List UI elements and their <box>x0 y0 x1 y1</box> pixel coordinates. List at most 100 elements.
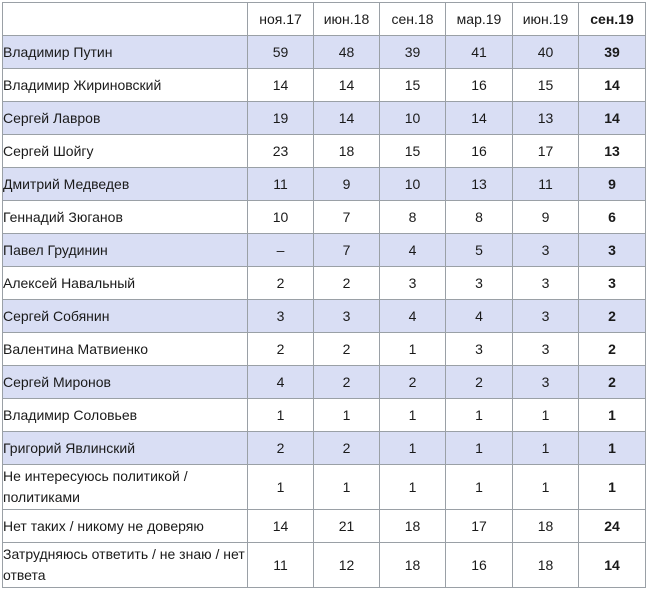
value-cell: 19 <box>247 101 314 135</box>
value-cell: 3 <box>578 233 646 267</box>
value-cell: 24 <box>578 509 646 543</box>
value-cell: 1 <box>379 332 446 366</box>
value-cell: 14 <box>445 101 513 135</box>
value-cell: 3 <box>445 332 513 366</box>
value-cell: 2 <box>313 431 380 465</box>
value-cell: 4 <box>445 299 513 333</box>
value-cell: 15 <box>512 68 579 102</box>
table-row: Валентина Матвиенко 2 2 1 3 3 2 <box>2 332 646 366</box>
value-cell: 15 <box>379 134 446 168</box>
value-cell: 11 <box>247 542 314 588</box>
row-label: Затрудняюсь ответить / не знаю / нет отв… <box>2 542 248 588</box>
value-cell: 2 <box>313 266 380 300</box>
row-label: Не интересуюсь политикой / политиками <box>2 464 248 510</box>
poll-table: ноя.17 июн.18 сен.18 мар.19 июн.19 сен.1… <box>2 2 646 588</box>
value-cell: 2 <box>313 332 380 366</box>
value-cell: – <box>247 233 314 267</box>
table-row: Григорий Явлинский 2 2 1 1 1 1 <box>2 431 646 465</box>
value-cell: 4 <box>379 299 446 333</box>
value-cell: 14 <box>313 101 380 135</box>
table-row: Дмитрий Медведев 11 9 10 13 11 9 <box>2 167 646 201</box>
table-row: Павел Грудинин –7 4 5 3 3 <box>2 233 646 267</box>
row-label: Алексей Навальный <box>2 266 248 300</box>
value-cell: 2 <box>578 365 646 399</box>
row-label: Нет таких / никому не доверяю <box>2 509 248 543</box>
table-row: Сергей Шойгу 23 18 15 16 17 13 <box>2 134 646 168</box>
value-cell: 1 <box>247 398 314 432</box>
value-cell: 39 <box>578 35 646 69</box>
value-cell: 1 <box>578 464 646 510</box>
value-cell: 2 <box>578 332 646 366</box>
value-cell: 3 <box>247 299 314 333</box>
value-cell: 1 <box>445 464 513 510</box>
value-cell: 18 <box>379 542 446 588</box>
value-cell: 18 <box>379 509 446 543</box>
value-cell: 16 <box>445 542 513 588</box>
value-cell: 1 <box>379 398 446 432</box>
value-cell: 13 <box>445 167 513 201</box>
value-cell: 2 <box>313 365 380 399</box>
row-label: Владимир Соловьев <box>2 398 248 432</box>
value-cell: 1 <box>379 464 446 510</box>
column-header: сен.18 <box>379 2 446 36</box>
value-cell: 11 <box>512 167 579 201</box>
value-cell: 3 <box>445 266 513 300</box>
value-cell: 7 <box>313 200 380 234</box>
column-header: мар.19 <box>445 2 513 36</box>
value-cell: 6 <box>578 200 646 234</box>
column-header: ноя.17 <box>247 2 314 36</box>
value-cell: 1 <box>379 431 446 465</box>
row-label: Сергей Шойгу <box>2 134 248 168</box>
value-cell: 10 <box>379 167 446 201</box>
table-row: Нет таких / никому не доверяю 14 21 18 17 18 2… <box>2 509 646 543</box>
value-cell: 13 <box>578 134 646 168</box>
value-cell: 1 <box>445 398 513 432</box>
value-cell: 1 <box>445 431 513 465</box>
table-row: Сергей Лавров 19 14 10 14 13 14 <box>2 101 646 135</box>
row-label: Дмитрий Медведев <box>2 167 248 201</box>
value-cell: 18 <box>512 509 579 543</box>
value-cell: 14 <box>247 68 314 102</box>
corner-cell <box>2 2 248 36</box>
row-label: Владимир Жириновский <box>2 68 248 102</box>
value-cell: 3 <box>512 299 579 333</box>
value-cell: 4 <box>247 365 314 399</box>
value-cell: 3 <box>313 299 380 333</box>
value-cell: 11 <box>247 167 314 201</box>
value-cell: 2 <box>445 365 513 399</box>
table-row: Сергей Миронов 4 2 2 2 3 2 <box>2 365 646 399</box>
value-cell: 2 <box>247 431 314 465</box>
table-row: Владимир Соловьев 1 1 1 1 1 1 <box>2 398 646 432</box>
value-cell: 3 <box>512 233 579 267</box>
value-cell: 18 <box>313 134 380 168</box>
value-cell: 2 <box>578 299 646 333</box>
table-row: Геннадий Зюганов 10 7 8 8 9 6 <box>2 200 646 234</box>
row-label: Сергей Лавров <box>2 101 248 135</box>
value-cell: 10 <box>247 200 314 234</box>
column-header-latest: сен.19 <box>578 2 646 36</box>
table-row: Затрудняюсь ответить / не знаю / нет отв… <box>2 542 646 588</box>
table-row: Сергей Собянин 3 3 4 4 3 2 <box>2 299 646 333</box>
value-cell: 14 <box>578 542 646 588</box>
value-cell: 14 <box>578 101 646 135</box>
value-cell: 16 <box>445 134 513 168</box>
value-cell: 7 <box>313 233 380 267</box>
value-cell: 3 <box>512 266 579 300</box>
row-label: Сергей Миронов <box>2 365 248 399</box>
value-cell: 3 <box>512 365 579 399</box>
value-cell: 1 <box>512 398 579 432</box>
value-cell: 15 <box>379 68 446 102</box>
value-cell: 1 <box>578 431 646 465</box>
value-cell: 8 <box>445 200 513 234</box>
value-cell: 2 <box>247 332 314 366</box>
value-cell: 9 <box>512 200 579 234</box>
value-cell: 18 <box>512 542 579 588</box>
value-cell: 9 <box>313 167 380 201</box>
column-header: июн.18 <box>313 2 380 36</box>
value-cell: 16 <box>445 68 513 102</box>
row-label: Григорий Явлинский <box>2 431 248 465</box>
row-label: Владимир Путин <box>2 35 248 69</box>
value-cell: 3 <box>512 332 579 366</box>
row-label: Сергей Собянин <box>2 299 248 333</box>
value-cell: 21 <box>313 509 380 543</box>
